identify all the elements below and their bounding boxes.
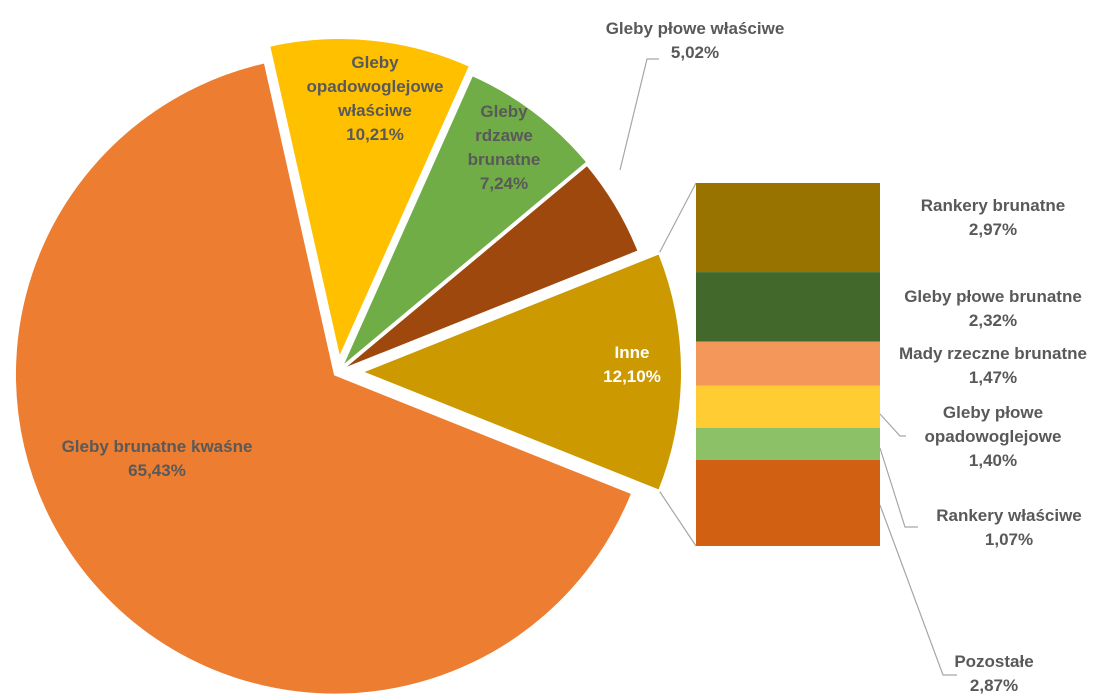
label-inne: Inne 12,10% (603, 343, 661, 386)
data-labels: Gleby brunatne kwaśne 65,43% Gleby opadowog… (62, 19, 1087, 695)
label-mady-rzeczne-brunatne: Mady rzeczne brunatne 1,47% (899, 344, 1087, 387)
label-rankery-wlasciwe: Rankery właściwe 1,07% (936, 506, 1082, 549)
leader-rankery-wlasciwe (879, 447, 918, 528)
bar-segment-rankery-wlasciwe (696, 427, 880, 460)
connector-line-bottom (658, 490, 697, 547)
bar-segment-gleby-plowe-brunatne (696, 272, 880, 342)
label-gleby-rdzawe-brunatne: Gleby rdzawe brunatne 7,24% (468, 102, 541, 193)
leader-gleby-plowe-wlasciwe (619, 58, 659, 171)
label-pozostale: Pozostałe 2,87% (954, 652, 1033, 695)
leader-lines (619, 58, 957, 676)
pie-slices (13, 37, 683, 696)
label-rankery-brunatne: Rankery brunatne 2,97% (921, 196, 1066, 239)
label-gleby-plowe-brunatne: Gleby płowe brunatne 2,32% (904, 287, 1082, 330)
bar-segment-rankery-brunatne (696, 183, 880, 273)
slice-inne (359, 251, 683, 493)
slice-gleby-plowe-wlasciwe (340, 163, 640, 371)
label-gleby-plowe-wlasciwe: Gleby płowe właściwe 5,02% (606, 19, 785, 62)
slice-gleby-brunatne-kwasne (13, 61, 634, 696)
label-gleby-opadowoglejowe-wlasciwe: Gleby opadowoglejowe właściwe 10,21% (307, 53, 444, 144)
leader-pozostale (879, 504, 957, 676)
bar-segment-mady-rzeczne-brunatne (696, 341, 880, 386)
bar-segment-pozostale (696, 459, 880, 546)
breakdown-bar (696, 183, 880, 546)
slice-gleby-rdzawe-brunatne (340, 73, 589, 368)
label-gleby-brunatne-kwasne: Gleby brunatne kwaśne 65,43% (62, 437, 253, 480)
connector-line-top (658, 182, 697, 254)
leader-gleby-plowe-opadowoglejowe (879, 413, 906, 437)
label-gleby-plowe-opadowoglejowe: Gleby płowe opadowoglejowe 1,40% (925, 403, 1062, 470)
bar-segment-gleby-plowe-opadowoglejowe (696, 385, 880, 428)
slice-gleby-opadowoglejowe-wlasciwe (267, 37, 472, 362)
